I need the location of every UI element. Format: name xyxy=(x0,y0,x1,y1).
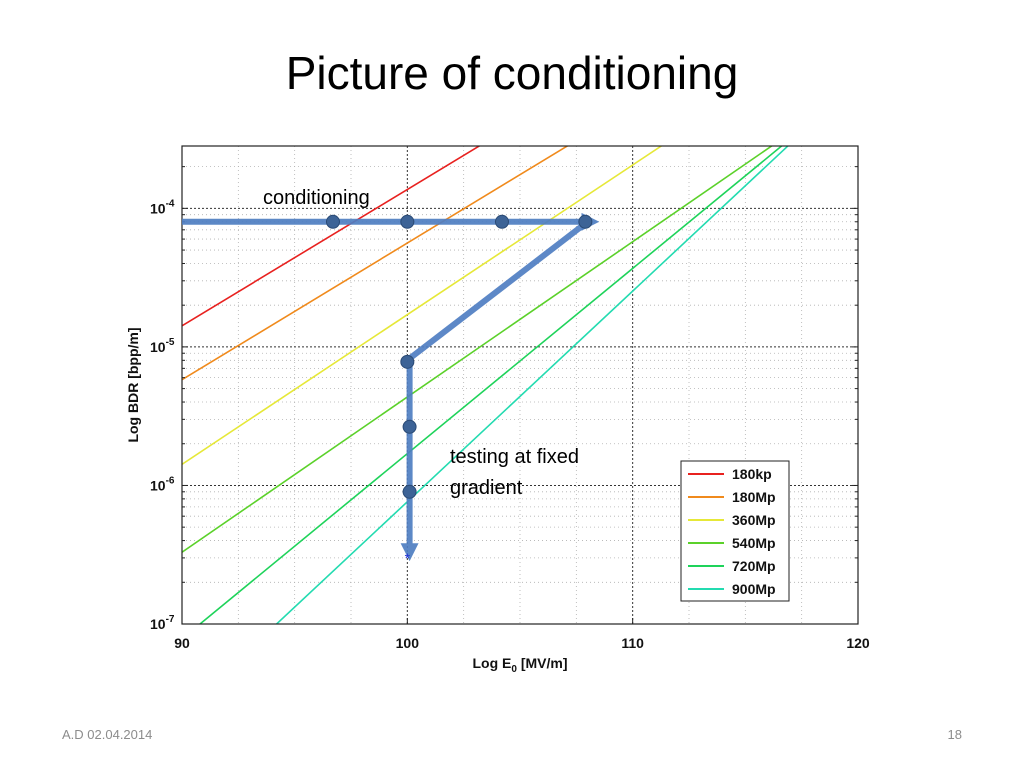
data-point-dot xyxy=(325,214,340,229)
legend-box xyxy=(680,460,790,602)
legend: 180kp 180Mp 360Mp 540Mp 720Mp 900Mp xyxy=(680,460,790,602)
y-tick-label: 10-6 xyxy=(150,475,175,493)
x-tick-label: 120 xyxy=(846,635,870,651)
series-line-360mp xyxy=(182,146,663,465)
x-tick-label: 100 xyxy=(396,635,420,651)
series-line-900mp xyxy=(276,146,790,624)
series-line-540mp xyxy=(182,146,774,553)
data-point-dot xyxy=(494,214,509,229)
y-axis-label: Log BDR [bpp/m] xyxy=(125,327,141,442)
legend-label-540mp: 540Mp xyxy=(732,535,776,551)
grid xyxy=(182,146,858,624)
slide-title: Picture of conditioning xyxy=(285,47,739,99)
legend-label-900mp: 900Mp xyxy=(732,581,776,597)
data-point-dot xyxy=(400,354,415,369)
data-point-dot xyxy=(578,214,593,229)
testing-label-line1: testing at fixed xyxy=(450,446,579,468)
series-line-720mp xyxy=(199,146,783,624)
legend-label-180kp: 180kp xyxy=(732,466,772,482)
plot-frame xyxy=(181,145,859,625)
page-number: 18 xyxy=(947,727,962,742)
footer-date: A.D 02.04.2014 xyxy=(62,727,153,742)
series-line-180mp xyxy=(182,146,569,381)
x-tick-label: 90 xyxy=(174,635,190,651)
annotations: * xyxy=(182,212,600,566)
x-axis-label-base: Log E xyxy=(472,655,511,671)
data-point-dot xyxy=(402,419,417,434)
data-point-dot xyxy=(402,484,417,499)
x-axis-label-unit: [MV/m] xyxy=(517,655,568,671)
testing-label-line2: gradient xyxy=(450,477,523,499)
legend-label-720mp: 720Mp xyxy=(732,558,776,574)
y-tick-label: 10-7 xyxy=(150,614,175,632)
x-tick-label: 110 xyxy=(621,635,644,651)
series-line-180kp xyxy=(182,146,481,327)
legend-label-360mp: 360Mp xyxy=(732,512,776,528)
data-point-dot xyxy=(400,214,415,229)
y-tick-label: 10-4 xyxy=(150,198,175,216)
ramp-line xyxy=(405,219,590,363)
x-axis-label: Log E0 [MV/m] xyxy=(472,655,567,675)
series-lines xyxy=(182,146,790,624)
x-axis-label-sub: 0 xyxy=(511,664,517,675)
y-tick-label: 10-5 xyxy=(150,337,175,355)
svg-text:Log E0 [MV/m]: Log E0 [MV/m] xyxy=(472,655,567,675)
axis-ticks: 90 100 110 120 10-4 10-5 10-6 10-7 xyxy=(150,166,870,651)
conditioning-label: conditioning xyxy=(263,187,370,209)
measured-point-star: * xyxy=(405,550,411,566)
legend-label-180mp: 180Mp xyxy=(732,489,776,505)
